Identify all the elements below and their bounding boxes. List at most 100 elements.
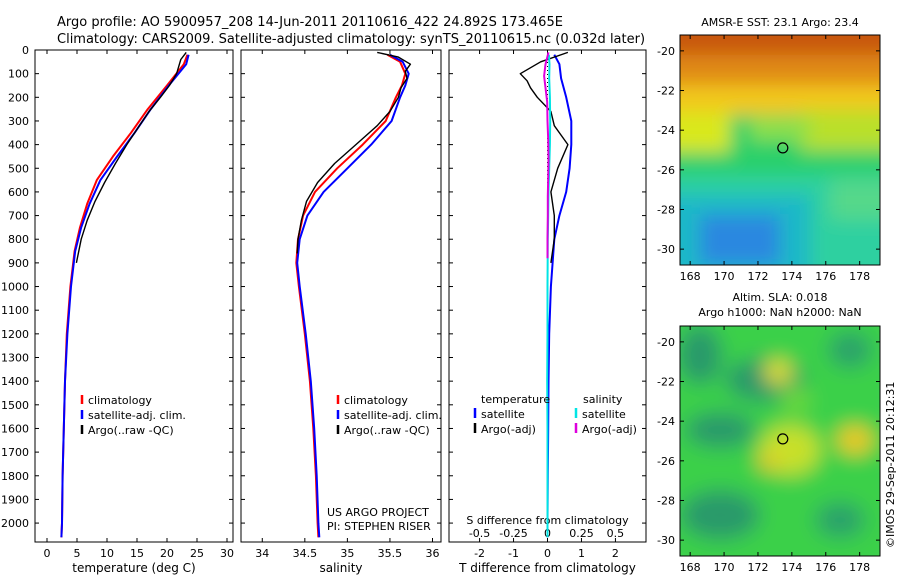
depth-tick-label: 500 [8, 162, 29, 175]
sal-legend-label: climatology [344, 394, 408, 407]
imos-timestamp: ©IMOS 29-Sep-2011 20:12:31 [884, 382, 897, 548]
diff-legend-label: Argo(-adj) [582, 423, 637, 436]
header-title-line1: Argo profile: AO 5900957_208 14-Jun-2011… [57, 15, 563, 30]
temp-plot-frame [34, 49, 234, 543]
sal-plot-frame [240, 49, 442, 543]
depth-tick-label: 1200 [1, 328, 29, 341]
pi-annotation: PI: STEPHEN RISER [327, 520, 431, 533]
temp-xtick-label: 25 [190, 547, 204, 560]
salinity-diff-tick-label: 0.5 [607, 527, 625, 540]
map-lat-label: -24 [657, 124, 675, 137]
diff-legend-label: salinity [583, 393, 623, 406]
depth-tick-label: 1700 [1, 446, 29, 459]
sal-legend-label: satellite-adj. clim. [344, 409, 442, 422]
depth-tick-label: 1800 [1, 470, 29, 483]
depth-tick-label: 2000 [1, 517, 29, 530]
temp-series-line-1 [60, 54, 190, 538]
project-annotation: US ARGO PROJECT [327, 506, 429, 519]
depth-tick-label: 100 [8, 68, 29, 81]
header-title-line2: Climatology: CARS2009. Satellite-adjuste… [57, 32, 645, 47]
depth-tick-label: 300 [8, 115, 29, 128]
sla-map-frame [679, 325, 881, 557]
map-lat-label: -22 [657, 85, 675, 98]
diff-legend-label: temperature [481, 393, 550, 406]
map-lat-label: -22 [657, 376, 675, 389]
map-lon-label: 168 [680, 270, 701, 283]
depth-tick-label: 200 [8, 91, 29, 104]
map-lon-label: 174 [781, 270, 802, 283]
map-lon-label: 174 [781, 561, 802, 574]
temp-xlabel: temperature (deg C) [72, 561, 195, 575]
diff-legend-label: satellite [481, 408, 525, 421]
temp-xtick-label: 20 [160, 547, 174, 560]
map-lat-label: -28 [657, 494, 675, 507]
depth-tick-label: 1900 [1, 493, 29, 506]
depth-tick-label: 700 [8, 210, 29, 223]
sal-xtick-label: 34.5 [293, 547, 318, 560]
sal-series-line-1 [296, 53, 410, 538]
sst-map-axes: 168 170 172 174 176 178 -20 -22 -24 -26 -28 -30 [657, 35, 880, 283]
depth-tick-label: 400 [8, 139, 29, 152]
map-lat-label: -28 [657, 203, 675, 216]
sst-map-title: AMSR-E SST: 23.1 Argo: 23.4 [701, 16, 859, 29]
temp-legend-label: satellite-adj. clim. [88, 409, 186, 422]
map-lon-label: 172 [747, 561, 768, 574]
depth-tick-label: 0 [22, 44, 29, 57]
map-lon-label: 170 [714, 270, 735, 283]
diff-xlabel: T difference from climatology [458, 561, 636, 575]
diff-series-line-3 [543, 52, 550, 259]
sal-xtick-label: 35 [340, 547, 354, 560]
sla-map-argo-marker [777, 433, 789, 445]
sal-xlabel: salinity [319, 561, 362, 575]
salinity-diff-tick-label: -0.5 [469, 527, 490, 540]
diff-legend-label: satellite [582, 408, 626, 421]
map-lat-label: -30 [657, 534, 675, 547]
map-lon-label: 168 [680, 561, 701, 574]
sla-map-title-line2: Argo h1000: NaN h2000: NaN [698, 306, 861, 319]
diff-xtick-label: -1 [508, 547, 519, 560]
map-lon-label: 172 [747, 270, 768, 283]
temp-series-line-0 [60, 54, 189, 538]
temp-legend-label: climatology [88, 394, 152, 407]
depth-tick-label: 900 [8, 257, 29, 270]
map-lon-label: 176 [815, 561, 836, 574]
diff-legend-label: Argo(-adj) [481, 423, 536, 436]
depth-tick-label: 800 [8, 233, 29, 246]
sst-map-frame [679, 34, 881, 266]
sla-map-field [680, 326, 880, 556]
depth-tick-label: 1000 [1, 281, 29, 294]
map-lat-label: -26 [657, 164, 675, 177]
map-lon-label: 170 [714, 561, 735, 574]
map-lon-label: 178 [849, 561, 870, 574]
temp-series-line-2 [75, 51, 187, 264]
sal-series-line-0 [295, 53, 407, 538]
salinity-diff-tick-label: -0.25 [499, 527, 527, 540]
temp-xtick-label: 10 [100, 547, 114, 560]
map-lat-label: -26 [657, 455, 675, 468]
map-lat-label: -20 [657, 336, 675, 349]
diff-xtick-label: 2 [612, 547, 619, 560]
sst-map-argo-marker [777, 142, 789, 154]
sal-legend-label: Argo(..raw -QC) [344, 424, 430, 437]
depth-tick-label: 600 [8, 186, 29, 199]
temp-xtick-label: 15 [130, 547, 144, 560]
map-lon-label: 176 [815, 270, 836, 283]
diff-xtick-label: -2 [474, 547, 485, 560]
sal-xtick-label: 35.5 [378, 547, 403, 560]
diff-xtick-label: 0 [544, 547, 551, 560]
temp-legend-label: Argo(..raw -QC) [88, 424, 174, 437]
salinity-profile-panel: 34 34.5 35 35.5 36 salinity climatology satelli… [240, 49, 442, 575]
map-lon-label: 178 [849, 270, 870, 283]
map-lat-label: -30 [657, 243, 675, 256]
salinity-diff-tick-label: 0.25 [569, 527, 594, 540]
sst-map-field [680, 35, 880, 265]
temp-xtick-label: 30 [220, 547, 234, 560]
temp-xtick-label: 0 [44, 547, 51, 560]
sla-map-axes: 168 170 172 174 176 178 -20 -22 -24 -26 -28 -30 [657, 326, 880, 574]
map-lat-label: -20 [657, 45, 675, 58]
sal-xtick-label: 34 [255, 547, 269, 560]
depth-tick-label: 1300 [1, 352, 29, 365]
sal-xtick-label: 36 [425, 547, 439, 560]
depth-tick-label: 1500 [1, 399, 29, 412]
